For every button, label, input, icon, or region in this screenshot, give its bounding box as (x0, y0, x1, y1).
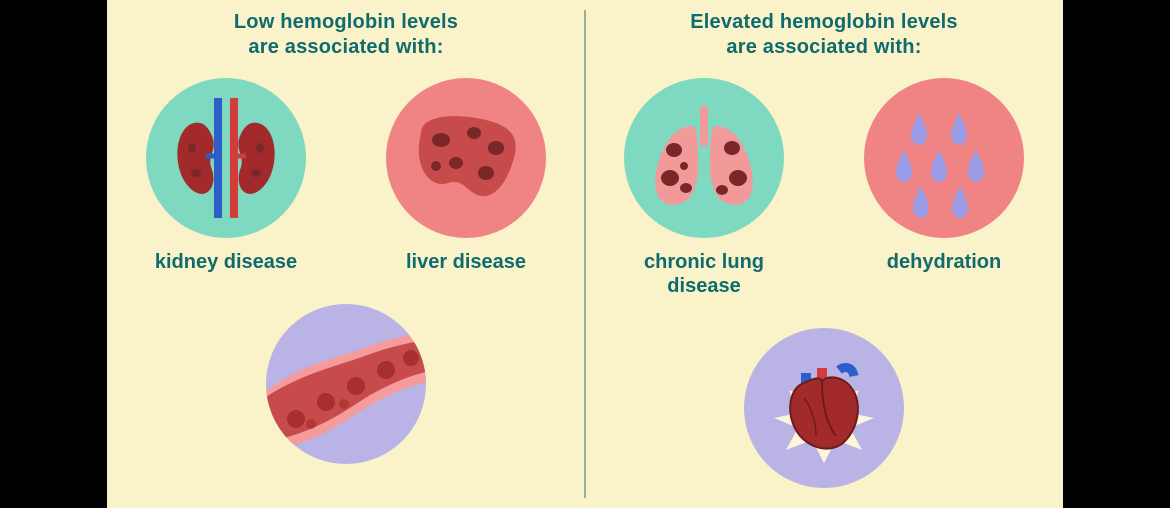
right-bottom-row (734, 328, 914, 488)
left-panel: Low hemoglobin levels are associated wit… (107, 0, 585, 508)
center-divider (585, 10, 586, 498)
infographic-canvas: Low hemoglobin levels are associated wit… (107, 0, 1063, 508)
kidney-label: kidney disease (155, 250, 297, 274)
left-heading-line2: are associated with: (248, 36, 443, 58)
right-heading-line1: Elevated hemoglobin levels (690, 11, 958, 33)
item-heart (734, 328, 914, 488)
right-panel: Elevated hemoglobin levels are associate… (585, 0, 1063, 508)
right-top-row: chronic lung disease (614, 78, 1034, 298)
right-heading: Elevated hemoglobin levels are associate… (690, 10, 958, 60)
lungs-icon (624, 78, 784, 238)
item-dehydration: dehydration (854, 78, 1034, 298)
lung-label: chronic lung disease (644, 250, 764, 298)
right-heading-line2: are associated with: (726, 36, 921, 58)
kidney-icon (146, 78, 306, 238)
water-drops-icon (864, 78, 1024, 238)
left-heading: Low hemoglobin levels are associated wit… (234, 10, 458, 60)
liver-label: liver disease (406, 250, 526, 274)
lung-label-line1: chronic lung (644, 251, 764, 273)
lung-label-line2: disease (667, 275, 740, 297)
item-liver: liver disease (376, 78, 556, 274)
item-lung: chronic lung disease (614, 78, 794, 298)
dehydration-label: dehydration (887, 250, 1001, 274)
left-heading-line1: Low hemoglobin levels (234, 11, 458, 33)
item-kidney: kidney disease (136, 78, 316, 274)
item-vessel (256, 304, 436, 464)
heart-icon (744, 328, 904, 488)
left-top-row: kidney disease liver disease (136, 78, 556, 274)
left-bottom-row (256, 304, 436, 464)
liver-icon (386, 78, 546, 238)
blood-vessel-icon (266, 304, 426, 464)
